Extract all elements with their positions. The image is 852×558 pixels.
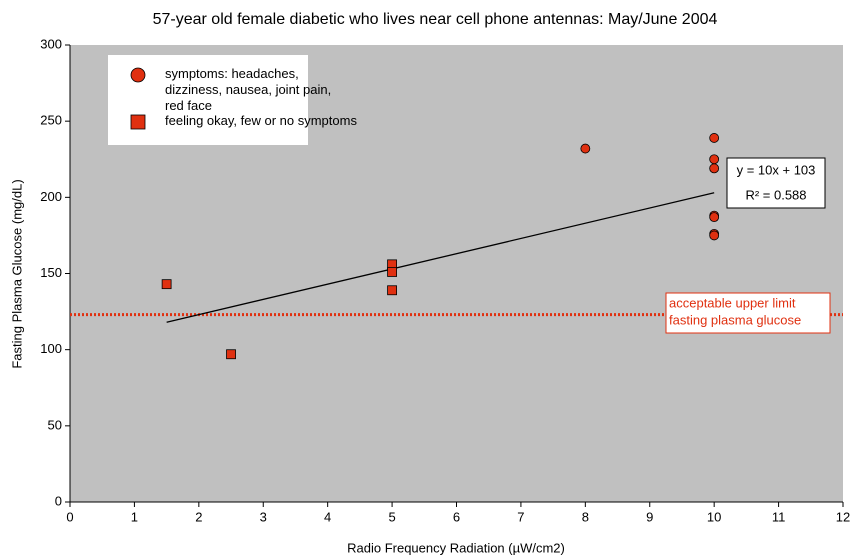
- point: [580, 143, 591, 154]
- y-tick-label: 50: [48, 417, 62, 432]
- x-tick-label: 9: [646, 509, 653, 524]
- trend-equation: y = 10x + 103: [737, 162, 816, 177]
- x-axis-label: Radio Frequency Radiation (µW/cm2): [347, 540, 565, 555]
- y-tick-label: 250: [40, 113, 62, 128]
- y-tick-label: 0: [55, 493, 62, 508]
- legend-label: feeling okay, few or no symptoms: [165, 113, 357, 128]
- legend-marker: [130, 114, 146, 130]
- reference-label: fasting plasma glucose: [669, 312, 801, 327]
- x-tick-label: 11: [772, 509, 786, 524]
- point: [161, 279, 172, 290]
- x-tick-label: 8: [582, 509, 589, 524]
- y-axis-label: Fasting Plasma Glucose (mg/dL): [9, 179, 24, 368]
- point: [226, 349, 236, 360]
- reference-label-box: [665, 292, 831, 334]
- trend-box: [726, 157, 826, 209]
- point: [709, 230, 720, 241]
- y-tick-label: 100: [40, 341, 62, 356]
- y-tick-label: 300: [40, 36, 62, 51]
- x-tick-label: 1: [131, 509, 138, 524]
- x-tick-label: 10: [707, 509, 721, 524]
- point: [709, 154, 720, 165]
- x-tick-label: 2: [195, 509, 202, 524]
- x-tick-label: 3: [260, 509, 267, 524]
- y-tick-label: 200: [40, 189, 62, 204]
- trendline: [166, 192, 715, 323]
- x-tick-label: 5: [388, 509, 395, 524]
- point: [709, 163, 720, 174]
- y-tick-label: 150: [40, 265, 62, 280]
- point: [709, 133, 720, 143]
- reference-label: acceptable upper limit: [669, 295, 796, 310]
- x-tick-label: 4: [324, 509, 331, 524]
- trend-r2: R² = 0.588: [745, 187, 806, 202]
- point: [387, 285, 397, 296]
- x-tick-label: 7: [517, 509, 524, 524]
- x-tick-label: 12: [836, 509, 850, 524]
- chart-title: 57-year old female diabetic who lives ne…: [153, 11, 718, 28]
- x-tick-label: 0: [66, 509, 73, 524]
- x-tick-label: 6: [453, 509, 460, 524]
- point: [387, 267, 397, 277]
- point: [709, 212, 720, 223]
- legend-label: symptoms: headaches, dizziness, nausea, …: [165, 66, 332, 113]
- legend-marker: [130, 67, 146, 83]
